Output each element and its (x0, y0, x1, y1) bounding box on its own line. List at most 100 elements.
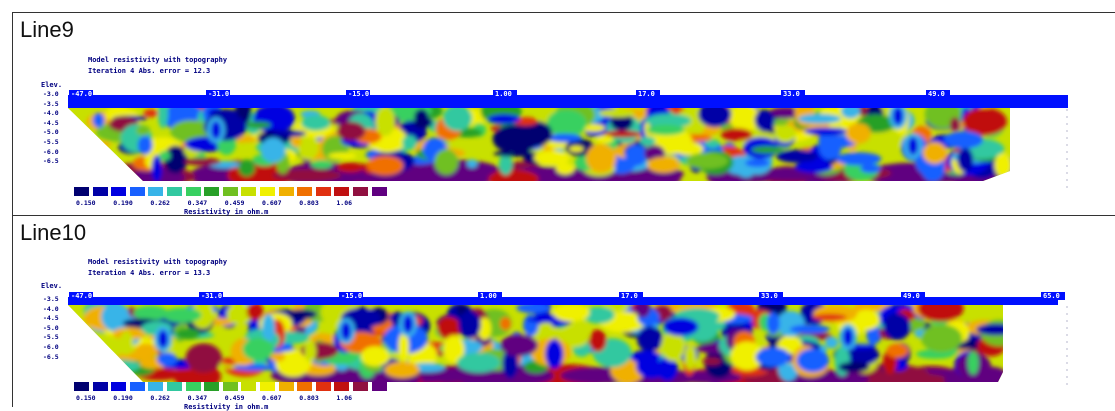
distance-label-box (69, 90, 93, 98)
distance-label-box (493, 90, 517, 98)
depth-tick-label: -3.5 (43, 99, 59, 108)
panel-line10: Line10 Model resistivity with topography… (13, 216, 1115, 411)
color-scale-swatch (129, 382, 145, 391)
color-scale-swatch (315, 382, 331, 391)
color-scale-swatch (278, 382, 294, 391)
panel-line9: Line9 Model resistivity with topography … (13, 13, 1115, 216)
color-scale-swatch (278, 187, 294, 196)
distance-label-box (1041, 292, 1065, 300)
iteration-header: Iteration 4 Abs. error = 12.3 (88, 67, 211, 75)
color-scale-swatch (222, 187, 238, 196)
color-scale-swatch (241, 187, 257, 196)
distance-label-box (901, 292, 925, 300)
right-tick-marks (1066, 109, 1068, 188)
color-scale-value: 0.459 (224, 394, 245, 402)
distance-label-box (339, 292, 363, 300)
color-scale-swatch (297, 382, 313, 391)
distance-label: 33.0 (783, 90, 800, 98)
topography-bar (68, 95, 1068, 108)
iteration-header: Iteration 4 Abs. error = 13.3 (88, 269, 211, 277)
depth-tick-label: -5.5 (43, 138, 59, 146)
depth-tick-label: -4.0 (43, 304, 59, 313)
figure-frame (12, 12, 1115, 407)
distance-label-box (69, 292, 93, 300)
section-body (68, 305, 1003, 382)
color-scale-swatch (353, 187, 368, 196)
model-header: Model resistivity with topography (88, 258, 228, 266)
color-scale-value: 0.607 (262, 199, 282, 207)
color-scale-swatch (371, 187, 387, 196)
color-scale-swatch (167, 187, 182, 196)
distance-label-box (636, 90, 660, 98)
color-scale-swatch (334, 187, 350, 196)
resistivity-label: Resistivity in ohm.m (184, 208, 269, 216)
distance-label-box (199, 292, 223, 300)
distance-label-box (781, 90, 805, 98)
color-scale-swatch (204, 187, 220, 196)
distance-label: 1.00 (495, 90, 512, 98)
depth-tick-label: -5.0 (43, 128, 59, 137)
distance-label: 17.0 (638, 90, 655, 98)
color-scale-swatch (222, 382, 238, 391)
color-scale-swatch (111, 382, 127, 391)
color-scale-swatch (148, 187, 164, 196)
distance-label: 33.0 (761, 292, 778, 300)
section-body (68, 108, 1010, 181)
distance-label: -47.0 (71, 90, 92, 98)
color-scale-swatch (241, 382, 257, 391)
color-scale-value: 0.347 (187, 199, 208, 207)
depth-tick-label: -6.0 (43, 343, 59, 351)
depth-tick-label: -4.5 (43, 118, 59, 127)
color-scale-swatch (204, 382, 220, 391)
distance-label: -47.0 (71, 292, 92, 300)
color-scale-value: 0.150 (76, 394, 96, 402)
depth-tick-label: -4.5 (43, 314, 59, 323)
depth-tick-label: -6.0 (43, 147, 59, 156)
color-scale-value: 0.347 (187, 394, 208, 402)
distance-label: -15.0 (341, 292, 362, 300)
distance-label: -31.0 (208, 90, 229, 98)
distance-label-box (619, 292, 643, 300)
elevation-label: Elev. (41, 81, 63, 89)
color-scale-swatch (371, 382, 387, 391)
distance-label: 49.0 (928, 90, 945, 98)
color-scale-value: 0.262 (150, 394, 170, 402)
resistivity-section: -47.0 -31.0 -15.0 1.00 17.0 33.0 49.0 (68, 90, 1068, 188)
depth-tick-label: -6.5 (43, 157, 59, 166)
distance-label: -15.0 (348, 90, 369, 98)
color-scale-value: 0.607 (262, 394, 282, 402)
color-scale-value: 0.803 (299, 199, 319, 207)
color-scale-swatch (92, 187, 108, 196)
color-scale-swatch (185, 187, 201, 196)
distance-label: -31.0 (201, 292, 222, 300)
color-scale-swatch (111, 187, 127, 196)
color-scale-value: 0.190 (113, 199, 133, 207)
distance-label-box (926, 90, 950, 98)
distance-label-box (206, 90, 230, 98)
depth-tick-label: -4.0 (43, 109, 59, 118)
distance-label: 65.0 (1043, 292, 1060, 300)
distance-label-box (346, 90, 370, 98)
resistivity-label: Resistivity in ohm.m (184, 403, 269, 411)
color-scale-value: 0.150 (76, 199, 96, 207)
color-scale-value: 0.190 (113, 394, 133, 402)
distance-label: 49.0 (903, 292, 920, 300)
depth-tick-label: -5.5 (43, 333, 59, 342)
color-scale-swatch (148, 382, 164, 391)
panel-divider (12, 215, 1115, 216)
resistivity-section: -47.0 -31.0 -15.0 1.00 17.0 33.0 49.0 65.0 (68, 292, 1068, 385)
color-scale-value: 0.262 (150, 199, 170, 207)
color-scale-swatch (260, 187, 275, 196)
color-scale-swatch (167, 382, 182, 391)
model-header: Model resistivity with topography (88, 56, 228, 64)
color-scale-swatch (185, 382, 201, 391)
color-scale-value: 0.459 (224, 199, 245, 207)
depth-tick-label: -6.5 (43, 352, 59, 361)
color-scale-swatch (129, 187, 145, 196)
panel-title: Line9 (20, 17, 74, 42)
depth-tick-label: -5.0 (43, 323, 59, 332)
distance-label-box (759, 292, 783, 300)
color-scale-swatch (74, 187, 89, 196)
panel-title: Line10 (20, 220, 87, 245)
color-scale-swatch (334, 382, 350, 391)
